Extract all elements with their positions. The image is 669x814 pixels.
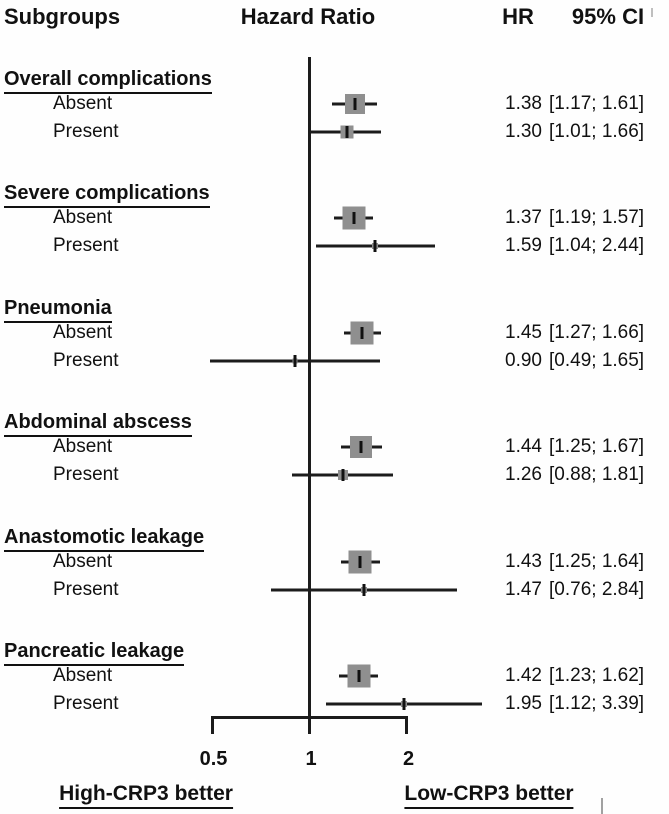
estimate-row: 1.26 [0.88; 1.81] (482, 464, 665, 486)
hr-value: 1.95 (505, 693, 542, 714)
column-header-hazard-ratio: Hazard Ratio (240, 4, 376, 29)
ci-value: [1.17; 1.61] (549, 93, 645, 114)
estimate-row: 0.90 [0.49; 1.65] (482, 350, 665, 372)
estimate-row: 1.43 [1.25; 1.64] (482, 551, 665, 573)
x-axis-tick-right (405, 716, 408, 734)
estimate-row: 1.45 [1.27; 1.66] (482, 322, 665, 344)
hr-value: 1.45 (505, 321, 542, 343)
column-header-subgroups: Subgroups (4, 4, 121, 29)
group-heading: Overall complications (4, 68, 212, 94)
point-marker (359, 441, 363, 454)
estimate-row: 1.44 [1.25; 1.67] (482, 436, 665, 458)
row-label: Present (53, 693, 119, 714)
hr-value: 1.26 (505, 464, 542, 486)
point-marker (352, 212, 356, 225)
ci-value: [1.12; 3.39] (549, 693, 645, 714)
column-header-ci: 95% CI (571, 4, 645, 29)
row-label: Absent (53, 550, 113, 572)
x-axis-tick-label: 1 (305, 748, 317, 770)
point-marker (293, 354, 297, 367)
row-label: Absent (53, 436, 113, 458)
row-label: Absent (53, 93, 113, 114)
direction-label-left: High-CRP3 better (59, 782, 233, 809)
row-label: Absent (53, 321, 113, 343)
ci-value: [1.23; 1.62] (549, 665, 645, 686)
ci-value: [0.88; 1.81] (549, 464, 645, 486)
ci-value: [1.01; 1.66] (549, 121, 645, 142)
estimate-row: 1.42 [1.23; 1.62] (482, 665, 665, 687)
x-axis-tick-left (211, 716, 214, 734)
group-heading: Severe complications (4, 182, 210, 209)
row-label: Present (53, 464, 119, 486)
column-header-hr: HR (502, 4, 534, 29)
x-axis-tick-label: 2 (402, 748, 415, 770)
point-marker (373, 240, 377, 253)
x-axis-tick-center (308, 716, 311, 734)
estimate-row: 1.59 [1.04; 2.44] (482, 235, 665, 257)
point-marker (357, 670, 361, 682)
estimate-row: 1.30 [1.01; 1.66] (482, 121, 665, 143)
estimate-row: 1.47 [0.76; 2.84] (482, 579, 665, 601)
point-marker (345, 126, 349, 138)
hr-value: 0.90 (505, 349, 542, 371)
scan-artifact-bottom (601, 798, 603, 814)
x-axis-tick-label: 0.5 (199, 748, 228, 770)
point-marker (362, 583, 366, 596)
group-heading: Abdominal abscess (4, 411, 192, 438)
row-label: Absent (53, 207, 113, 229)
ci-value: [0.49; 1.65] (549, 349, 645, 371)
hr-value: 1.47 (505, 578, 542, 600)
ci-value: [1.25; 1.64] (549, 550, 645, 572)
estimate-row: 1.38 [1.17; 1.61] (482, 93, 665, 115)
point-marker (341, 469, 344, 482)
ci-value: [1.27; 1.66] (549, 321, 645, 343)
group-heading: Pancreatic leakage (4, 640, 185, 666)
row-label: Present (53, 121, 119, 142)
scan-artifact-top (651, 8, 653, 17)
hr-value: 1.44 (505, 436, 542, 458)
row-label: Present (53, 235, 119, 257)
group-heading: Pneumonia (4, 297, 112, 323)
row-label: Present (53, 578, 119, 600)
hr-value: 1.37 (505, 207, 542, 229)
ci-value: [1.04; 2.44] (549, 235, 645, 257)
point-marker (360, 326, 364, 339)
group-heading: Anastomotic leakage (4, 526, 205, 552)
hr-value: 1.59 (505, 235, 542, 257)
direction-label-right: Low-CRP3 better (404, 782, 574, 809)
point-marker (402, 698, 406, 710)
row-label: Present (53, 349, 119, 371)
point-marker (353, 98, 357, 110)
row-label: Absent (53, 665, 113, 686)
estimate-row: 1.37 [1.19; 1.57] (482, 207, 665, 229)
hr-value: 1.43 (505, 550, 542, 572)
reference-line (308, 57, 311, 717)
hr-value: 1.38 (505, 93, 542, 114)
ci-value: [0.76; 2.84] (549, 578, 645, 600)
estimate-row: 1.95 [1.12; 3.39] (482, 693, 665, 715)
ci-value: [1.25; 1.67] (549, 436, 645, 458)
hr-value: 1.42 (505, 665, 542, 686)
ci-value: [1.19; 1.57] (549, 207, 645, 229)
point-marker (358, 555, 362, 568)
hr-value: 1.30 (505, 121, 542, 142)
